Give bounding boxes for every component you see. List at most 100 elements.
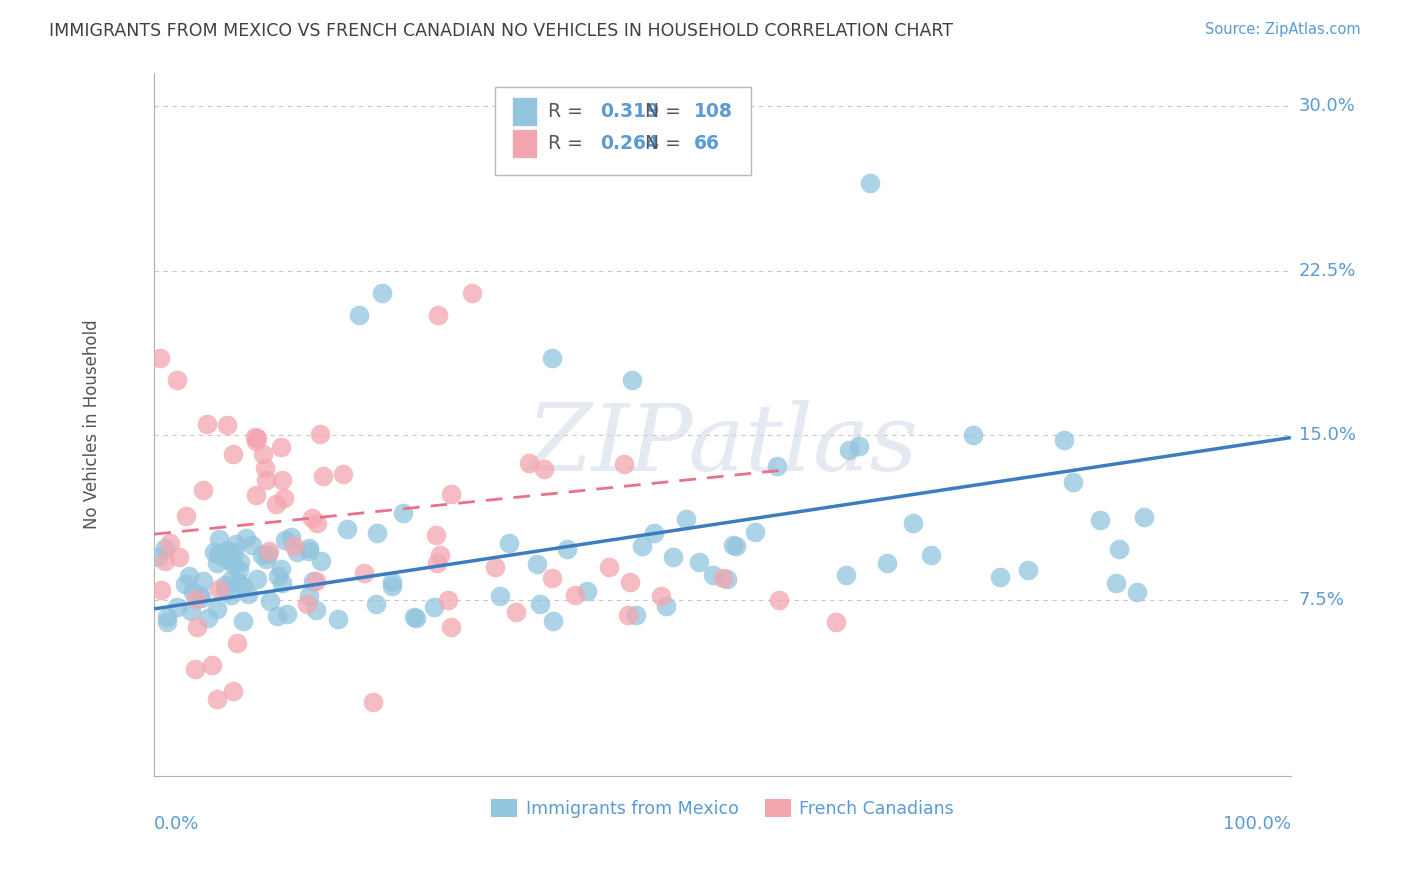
Point: [245, 430, 267, 444]
Point: [202, 545, 225, 559]
Text: No Vehicles in Household: No Vehicles in Household: [83, 319, 101, 529]
Point: [326, 612, 349, 626]
Point: [215, 542, 238, 557]
Point: [301, 511, 323, 525]
Point: [150, 583, 173, 598]
Text: IMMIGRANTS FROM MEXICO VS FRENCH CANADIAN NO VEHICLES IN HOUSEHOLD CORRELATION C: IMMIGRANTS FROM MEXICO VS FRENCH CANADIA…: [49, 22, 953, 40]
Point: [425, 527, 447, 541]
Point: [711, 571, 734, 585]
Text: ZIPatlas: ZIPatlas: [527, 401, 918, 491]
Point: [285, 545, 308, 559]
Point: [835, 567, 858, 582]
Point: [208, 582, 231, 597]
Point: [643, 526, 665, 541]
FancyBboxPatch shape: [495, 87, 751, 175]
Point: [675, 512, 697, 526]
Point: [257, 547, 280, 561]
Point: [498, 536, 520, 550]
Point: [271, 575, 294, 590]
Point: [235, 531, 257, 545]
Point: [1052, 433, 1074, 447]
Point: [364, 597, 387, 611]
Point: [159, 535, 181, 549]
Point: [363, 695, 385, 709]
Point: [222, 545, 245, 559]
Point: [298, 541, 321, 555]
Point: [440, 619, 463, 633]
Point: [617, 607, 640, 622]
Point: [276, 607, 298, 621]
Point: [307, 516, 329, 531]
FancyBboxPatch shape: [512, 128, 537, 158]
Text: 0.319: 0.319: [600, 102, 659, 121]
Point: [630, 539, 652, 553]
Point: [201, 658, 224, 673]
Point: [214, 583, 236, 598]
Point: [174, 577, 197, 591]
Point: [1108, 541, 1130, 556]
Point: [426, 556, 449, 570]
Point: [283, 539, 305, 553]
Point: [232, 578, 254, 592]
Point: [226, 636, 249, 650]
Point: [505, 605, 527, 619]
Point: [402, 610, 425, 624]
Text: 100.0%: 100.0%: [1223, 815, 1291, 833]
Point: [529, 597, 551, 611]
Point: [312, 469, 335, 483]
Point: [193, 574, 215, 588]
Point: [214, 578, 236, 592]
Point: [225, 537, 247, 551]
Point: [370, 285, 392, 300]
Point: [766, 458, 789, 473]
Point: [427, 308, 450, 322]
Point: [274, 533, 297, 547]
Point: [489, 589, 512, 603]
Point: [149, 351, 172, 366]
Text: N =: N =: [645, 102, 688, 121]
Point: [207, 547, 229, 561]
Point: [252, 548, 274, 562]
Point: [273, 491, 295, 505]
Point: [555, 541, 578, 556]
Point: [207, 602, 229, 616]
Point: [859, 176, 882, 190]
Point: [188, 588, 211, 602]
Point: [304, 574, 326, 588]
Point: [1125, 585, 1147, 599]
Point: [1017, 563, 1039, 577]
Point: [688, 555, 710, 569]
Point: [155, 610, 177, 624]
Point: [190, 591, 212, 605]
Point: [186, 592, 208, 607]
Point: [174, 508, 197, 523]
Point: [988, 570, 1011, 584]
Point: [309, 554, 332, 568]
Point: [825, 615, 848, 629]
Point: [440, 487, 463, 501]
Point: [270, 440, 292, 454]
Point: [347, 308, 370, 322]
Point: [197, 611, 219, 625]
Point: [723, 538, 745, 552]
Point: [768, 593, 790, 607]
Text: 0.0%: 0.0%: [155, 815, 200, 833]
Point: [517, 456, 540, 470]
Point: [228, 563, 250, 577]
Point: [221, 573, 243, 587]
Point: [156, 615, 179, 629]
Point: [169, 550, 191, 565]
Point: [166, 374, 188, 388]
Point: [650, 589, 672, 603]
Point: [353, 566, 375, 580]
Point: [429, 549, 451, 563]
FancyBboxPatch shape: [512, 97, 537, 127]
Point: [195, 417, 218, 432]
Point: [205, 692, 228, 706]
Point: [148, 549, 170, 564]
Point: [526, 558, 548, 572]
Point: [257, 543, 280, 558]
Point: [598, 560, 620, 574]
Text: 108: 108: [695, 102, 733, 121]
Point: [405, 611, 427, 625]
